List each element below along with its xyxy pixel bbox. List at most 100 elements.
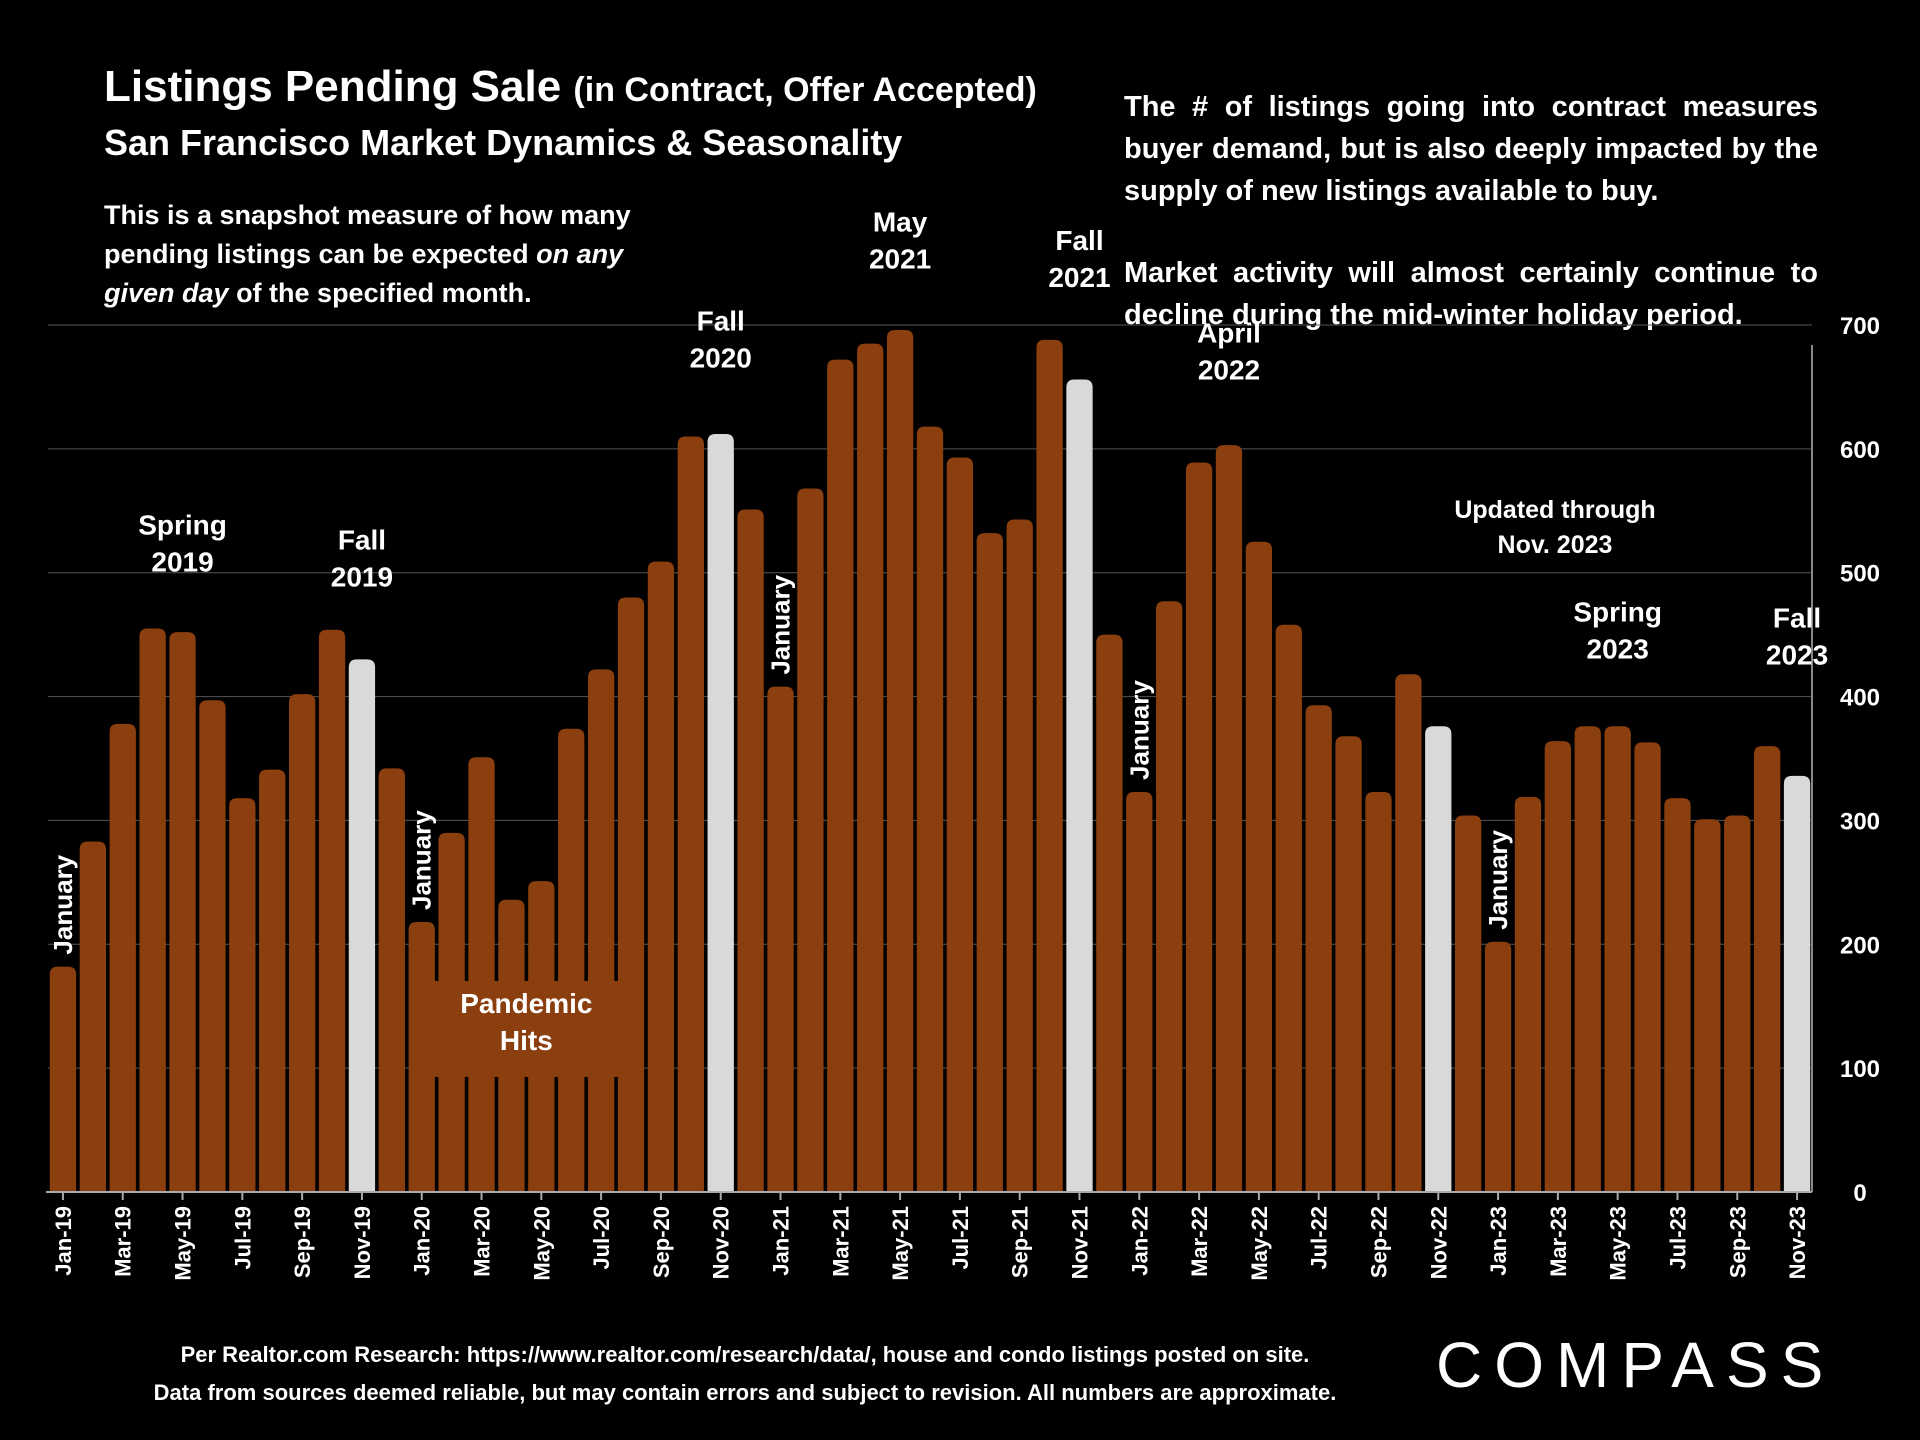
bar: [1036, 339, 1063, 1192]
x-tick-label: Jul-21: [948, 1206, 973, 1270]
bar: [378, 768, 405, 1192]
bar-highlight: [1425, 726, 1452, 1192]
x-tick-label: Nov-23: [1785, 1206, 1810, 1279]
bar: [797, 488, 824, 1192]
january-label: January: [1124, 680, 1154, 780]
x-tick-label: Mar-19: [111, 1206, 136, 1277]
bar: [677, 436, 704, 1192]
x-tick-label: Jul-23: [1665, 1206, 1690, 1270]
bar: [1484, 941, 1512, 1192]
footer-line-1: Per Realtor.com Research: https://www.re…: [180, 1342, 1310, 1367]
bar: [558, 728, 585, 1192]
title-main: Listings Pending Sale: [104, 62, 562, 111]
x-tick-label: Sep-23: [1725, 1206, 1750, 1278]
bar-highlight: [1066, 379, 1093, 1192]
annotation-label: Spring: [1573, 596, 1662, 627]
y-tick-label: 0: [1853, 1180, 1866, 1207]
annotation-label: Pandemic: [460, 988, 592, 1019]
bar: [1305, 705, 1332, 1192]
annotation-box: [431, 980, 622, 1077]
y-tick-label: 700: [1840, 313, 1880, 340]
bar: [737, 509, 764, 1193]
bar: [199, 700, 226, 1192]
bar: [1753, 746, 1781, 1192]
bar: [1215, 445, 1243, 1192]
y-tick-label: 300: [1840, 808, 1880, 835]
bar: [1096, 634, 1123, 1192]
commentary: The # of listings going into contract me…: [1124, 86, 1818, 376]
bar: [1514, 796, 1542, 1192]
x-tick-label: May-19: [171, 1206, 196, 1281]
bar: [1634, 742, 1661, 1192]
january-label: January: [766, 574, 796, 674]
bar: [408, 921, 435, 1192]
x-tick-label: Nov-19: [350, 1206, 375, 1279]
annotation-label: 2022: [1198, 355, 1260, 386]
commentary-paragraph-1: The # of listings going into contract me…: [1124, 91, 1818, 207]
annotation-label: May: [873, 206, 928, 237]
x-tick-label: May-22: [1247, 1206, 1272, 1281]
bar: [857, 343, 884, 1192]
x-tick-label: May-21: [888, 1206, 913, 1281]
x-tick-label: May-23: [1606, 1206, 1631, 1281]
footer-line-2: Data from sources deemed reliable, but m…: [153, 1380, 1337, 1405]
y-tick-label: 100: [1840, 1056, 1880, 1083]
annotation-label: Hits: [500, 1025, 553, 1056]
bar: [1724, 815, 1751, 1192]
bar: [468, 757, 495, 1192]
bar: [1604, 726, 1631, 1192]
bar: [109, 723, 136, 1192]
title-parenthetical: (in Contract, Offer Accepted): [573, 71, 1037, 109]
x-tick-label: Jan-19: [51, 1206, 76, 1276]
bar: [976, 533, 1003, 1192]
annotation-label: 2019: [151, 547, 213, 578]
bar: [1156, 601, 1183, 1192]
bar: [587, 669, 615, 1192]
january-label: January: [407, 810, 437, 910]
bar: [1544, 741, 1572, 1192]
bar: [827, 359, 854, 1192]
january-label: January: [1483, 830, 1513, 930]
commentary-paragraph-2: Market activity will almost certainly co…: [1124, 257, 1818, 331]
bar-highlight: [1783, 775, 1811, 1192]
snapshot-italic: on any given day: [104, 239, 624, 308]
x-tick-label: Jan-22: [1127, 1206, 1152, 1276]
annotation-label: Fall: [1773, 603, 1821, 634]
snapshot-note: This is a snapshot measure of how many p…: [104, 196, 664, 313]
x-tick-label: Sep-19: [290, 1206, 315, 1278]
x-tick-label: May-20: [529, 1206, 554, 1281]
bar: [288, 694, 316, 1192]
bar: [1694, 819, 1721, 1192]
y-tick-label: 500: [1840, 561, 1880, 588]
x-tick-label: Jul-22: [1307, 1206, 1332, 1270]
y-tick-label: 200: [1840, 932, 1880, 959]
annotation-label: Fall: [697, 305, 745, 336]
bar: [1365, 791, 1392, 1192]
annotation-label: Fall: [338, 525, 386, 556]
footer-source: Per Realtor.com Research: https://www.re…: [100, 1336, 1390, 1412]
bar: [1574, 726, 1601, 1192]
compass-logo: COMPASS: [1436, 1329, 1836, 1401]
bar: [1185, 462, 1213, 1192]
y-tick-label: 600: [1840, 437, 1880, 464]
chart-subtitle: San Francisco Market Dynamics & Seasonal…: [104, 122, 903, 163]
x-tick-label: Jan-23: [1486, 1206, 1511, 1276]
x-tick-label: Mar-23: [1546, 1206, 1571, 1277]
bar: [318, 629, 346, 1192]
annotation-label: 2023: [1766, 640, 1828, 671]
x-tick-label: Jan-20: [410, 1206, 435, 1276]
bar: [79, 841, 107, 1192]
january-label: January: [48, 854, 78, 954]
x-tick-label: Mar-22: [1187, 1206, 1212, 1277]
x-tick-label: Nov-21: [1067, 1206, 1092, 1279]
chart-title: Listings Pending Sale (in Contract, Offe…: [104, 62, 1037, 112]
bar: [1126, 791, 1153, 1192]
x-tick-label: Sep-22: [1366, 1206, 1391, 1278]
annotation-label: Spring: [138, 510, 227, 541]
bar: [1275, 624, 1302, 1192]
bar: [1245, 541, 1273, 1192]
bar-highlight: [707, 433, 734, 1193]
x-tick-label: Nov-20: [709, 1206, 734, 1279]
bar: [229, 798, 256, 1192]
